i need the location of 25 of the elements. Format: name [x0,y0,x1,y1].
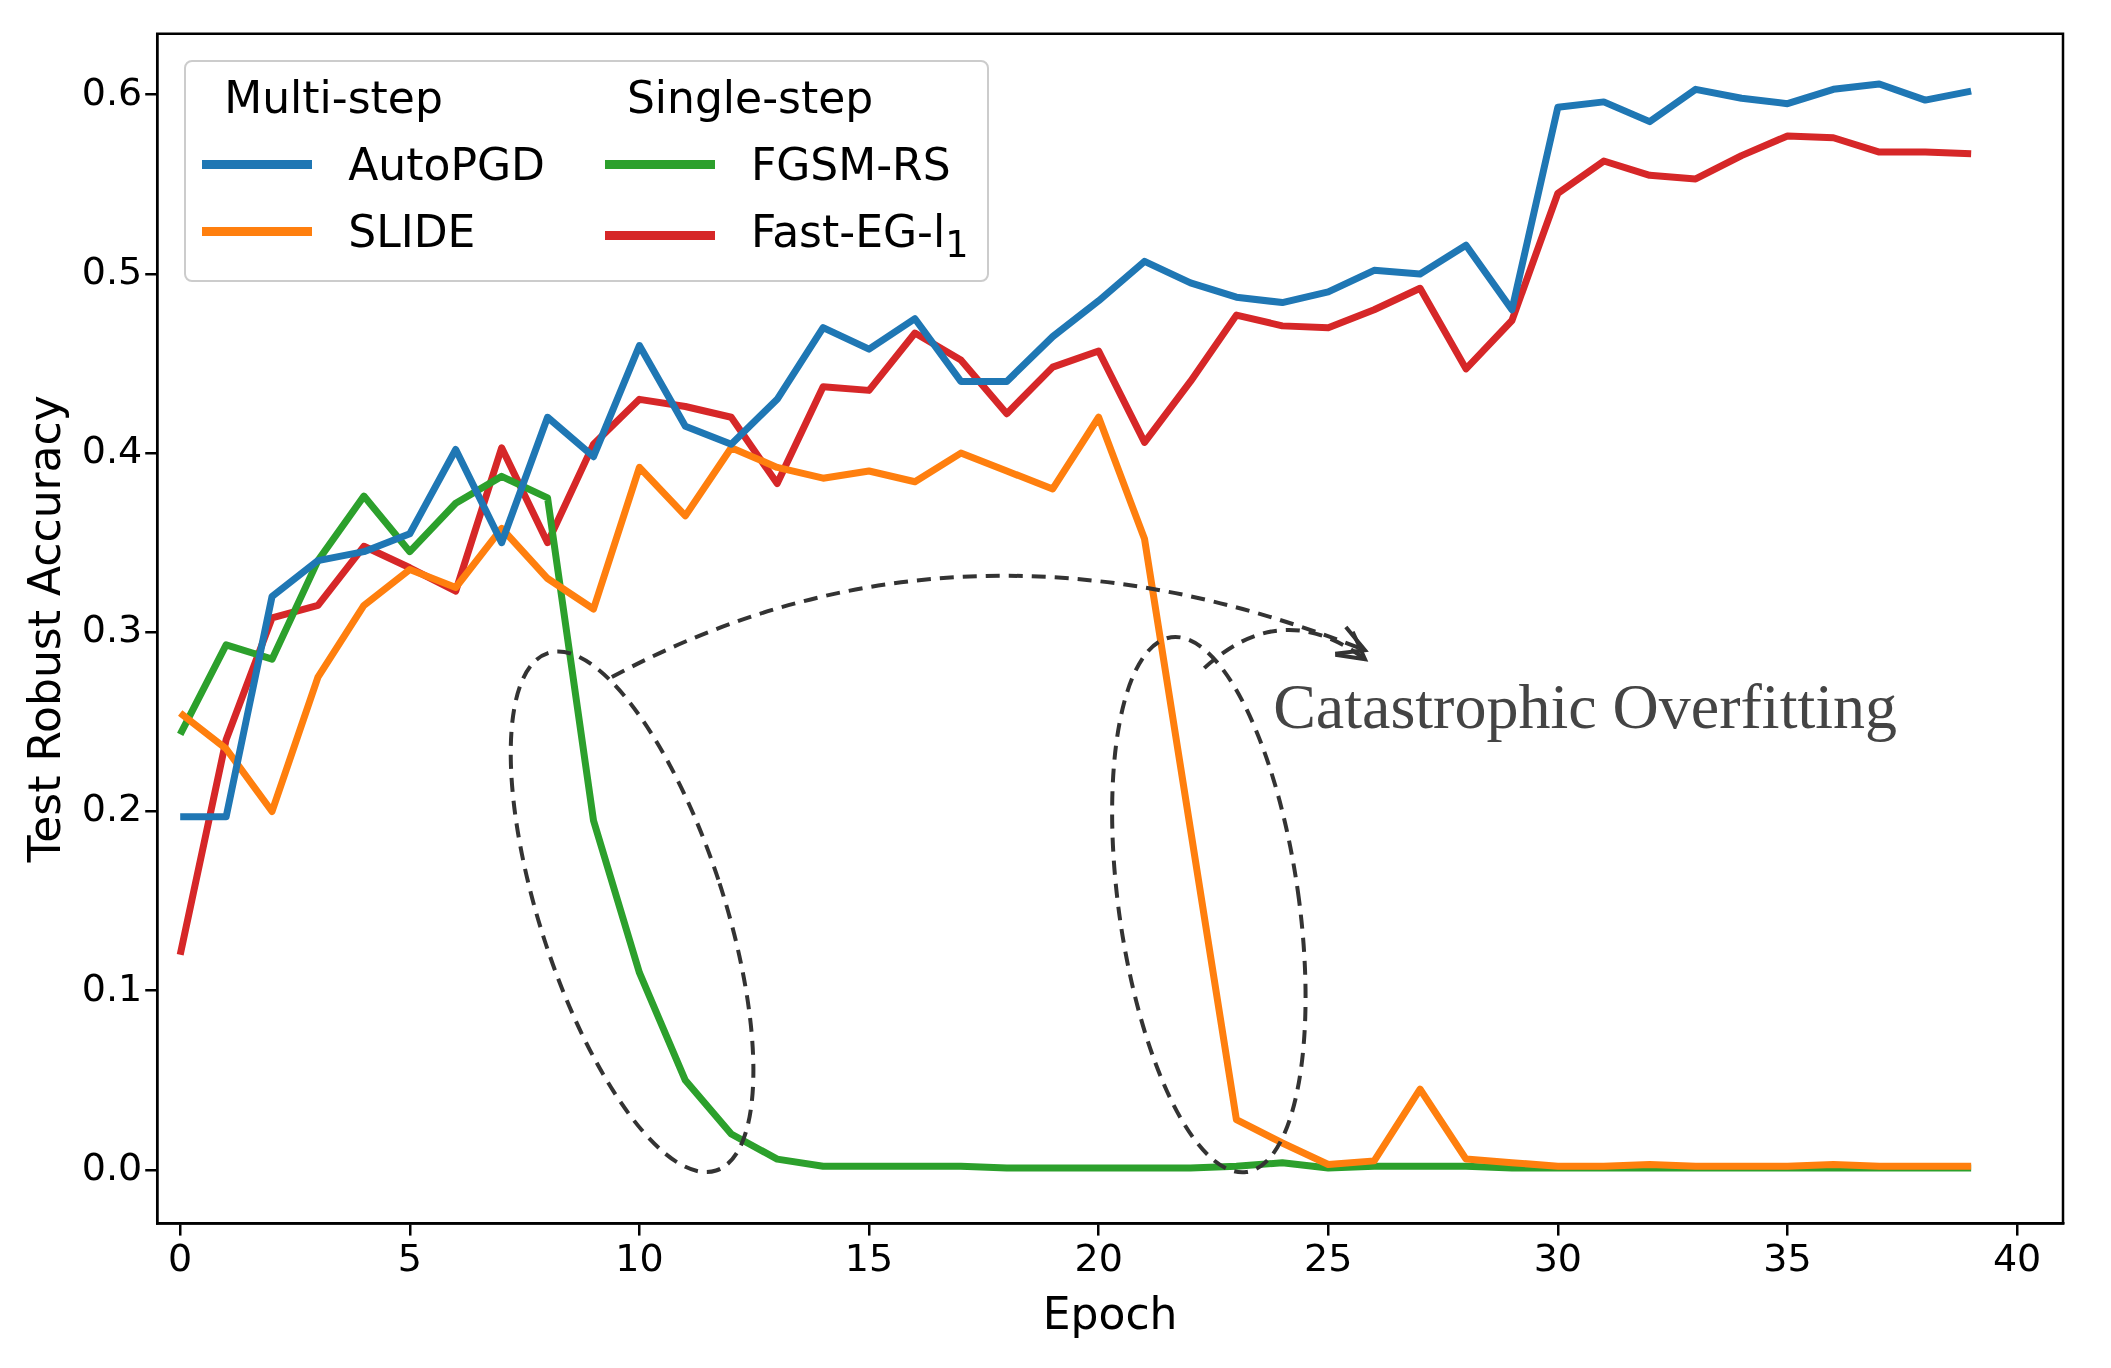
y-axis-title: Test Robust Accuracy [18,395,70,864]
x-tick-label: 35 [1763,1236,1812,1281]
y-tick-label: 0.2 [81,786,143,831]
x-tick-label: 30 [1533,1236,1583,1281]
y-tick-label: 0.6 [81,69,143,114]
legend-label: FGSM-RS [750,138,951,190]
x-tick-label: 40 [1992,1236,2042,1281]
y-tick-label: 0.0 [81,1144,143,1189]
x-tick-label: 25 [1304,1236,1353,1281]
x-tick-label: 15 [844,1236,894,1281]
x-tick-label: 10 [615,1236,664,1281]
legend-label: AutoPGD [348,138,545,190]
y-tick-label: 0.4 [81,427,143,472]
annotation: Multi-step [223,71,444,123]
x-tick-label: 0 [168,1236,193,1281]
x-tick-label: 5 [397,1236,422,1281]
x-tick-label: 20 [1074,1236,1123,1281]
legend-label: SLIDE [348,205,476,257]
y-tick-label: 0.5 [81,248,143,293]
annotation: Catastrophic Overfitting [1273,670,1897,742]
legend-label: Fast-EG-l$_{1}$ [750,205,969,266]
y-tick-label: 0.1 [81,965,143,1010]
x-axis-title: Epoch [1042,1288,1178,1340]
y-tick-label: 0.3 [81,607,143,652]
annotation: Single-step [625,71,875,123]
